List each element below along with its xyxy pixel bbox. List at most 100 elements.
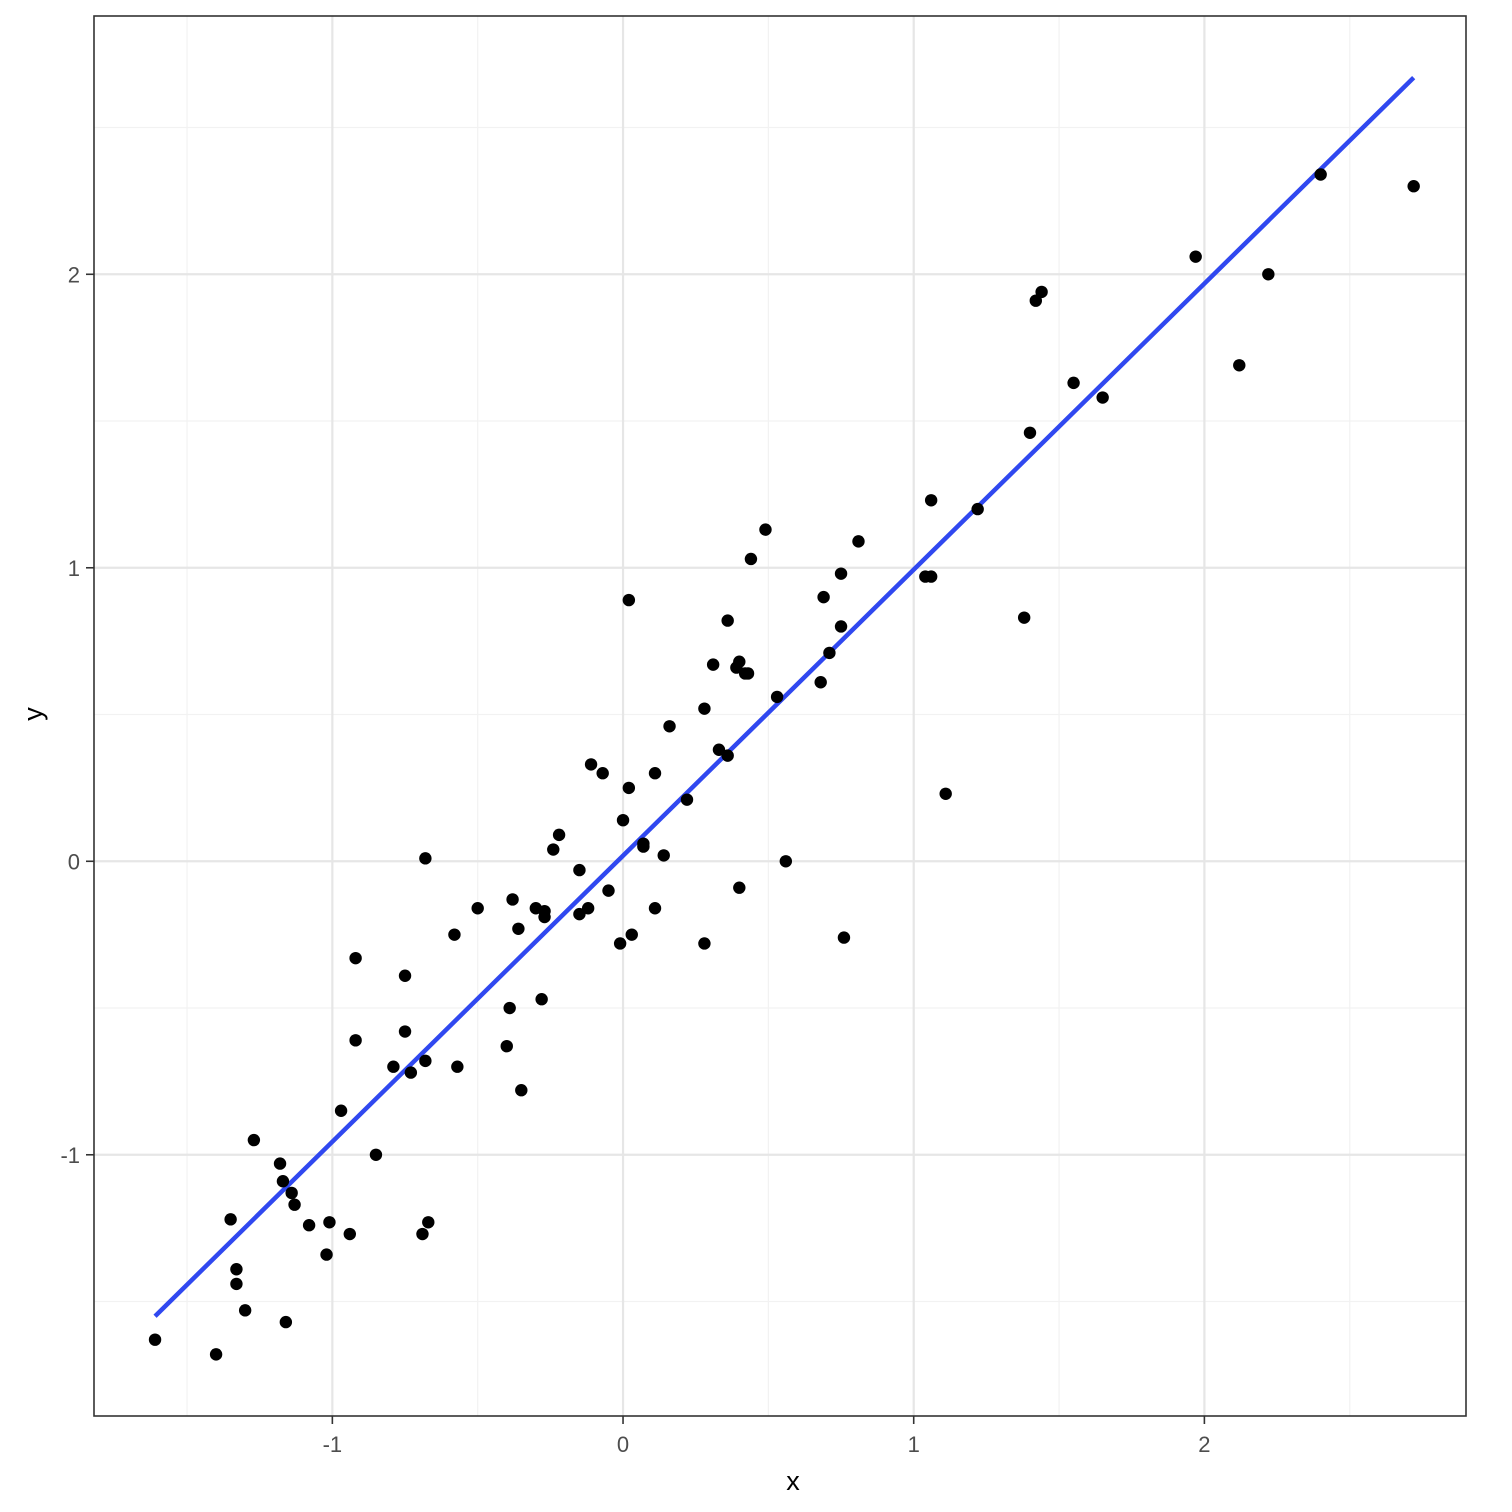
y-tick-label: 1	[68, 556, 80, 581]
data-point	[209, 1348, 223, 1361]
data-point	[279, 1315, 293, 1329]
data-point	[924, 494, 938, 507]
data-point	[535, 993, 548, 1006]
data-point	[1407, 180, 1420, 193]
data-point	[320, 1248, 333, 1261]
data-point	[712, 743, 726, 756]
data-point	[721, 614, 734, 627]
data-point	[451, 1060, 464, 1073]
data-point	[924, 570, 938, 583]
panel-border	[93, 15, 1467, 1417]
data-point	[422, 1216, 435, 1229]
data-point	[581, 902, 595, 915]
y-tick-label: 0	[68, 849, 80, 874]
data-point	[823, 646, 836, 660]
data-point	[971, 502, 984, 516]
data-point	[1262, 268, 1275, 281]
data-point	[741, 667, 755, 680]
data-point	[247, 1133, 261, 1147]
data-point	[349, 951, 362, 965]
data-point	[616, 813, 630, 827]
points-layer	[148, 168, 1420, 1361]
data-point	[648, 767, 662, 780]
data-point	[538, 910, 551, 924]
data-point	[625, 928, 638, 941]
data-point	[602, 884, 615, 897]
data-point	[1029, 294, 1042, 307]
data-point	[547, 843, 560, 856]
y-tick-label: 2	[68, 262, 80, 287]
data-point	[622, 593, 636, 607]
data-point	[288, 1198, 301, 1211]
data-point	[398, 1025, 412, 1038]
data-point	[834, 567, 848, 580]
data-point	[506, 893, 519, 906]
data-point	[343, 1227, 356, 1241]
x-axis-title: x	[786, 1466, 800, 1496]
data-point	[302, 1219, 316, 1232]
data-point	[814, 676, 827, 689]
data-point	[733, 881, 746, 894]
x-tick-label: 2	[1198, 1432, 1210, 1457]
data-point	[503, 1001, 516, 1015]
data-point	[680, 793, 694, 806]
data-point	[817, 590, 830, 604]
x-tick-label: 0	[617, 1432, 629, 1457]
data-point	[285, 1186, 298, 1200]
data-point	[230, 1277, 243, 1291]
data-point	[573, 907, 586, 921]
data-point	[230, 1263, 243, 1276]
data-point	[852, 535, 865, 548]
data-point	[515, 1084, 528, 1097]
data-point	[552, 828, 566, 842]
data-point	[584, 758, 598, 771]
data-point	[1096, 391, 1109, 404]
data-point	[779, 855, 793, 868]
y-axis-ticks: -1 0 1 2	[60, 262, 94, 1168]
data-point	[573, 863, 586, 877]
data-point	[613, 937, 627, 950]
data-point	[939, 787, 952, 800]
data-point	[419, 1054, 432, 1068]
data-point	[622, 781, 636, 795]
data-point	[1017, 611, 1031, 624]
data-point	[759, 523, 772, 536]
data-point	[663, 720, 676, 733]
data-point	[721, 749, 734, 762]
data-point	[387, 1060, 400, 1073]
grid-major	[94, 16, 1466, 1416]
data-point	[706, 658, 720, 671]
data-point	[273, 1157, 287, 1170]
data-point	[334, 1104, 348, 1117]
data-point	[500, 1039, 513, 1053]
data-point	[369, 1148, 383, 1161]
data-point	[148, 1333, 162, 1346]
data-point	[1233, 359, 1246, 372]
data-point	[448, 928, 461, 941]
data-point	[1023, 426, 1037, 439]
data-point	[637, 837, 650, 850]
data-point	[398, 969, 412, 982]
grid-minor	[94, 16, 1466, 1416]
data-point	[837, 931, 851, 944]
data-point	[512, 922, 525, 935]
data-point	[349, 1034, 362, 1047]
y-axis-title: y	[18, 707, 48, 721]
data-point	[238, 1304, 252, 1317]
data-point	[834, 620, 848, 633]
x-axis-ticks: -1 0 1 2	[323, 1416, 1211, 1457]
data-point	[471, 902, 484, 915]
data-point	[1314, 168, 1327, 181]
x-tick-label: -1	[323, 1432, 343, 1457]
data-point	[419, 852, 432, 865]
data-point	[416, 1227, 429, 1241]
data-point	[276, 1174, 290, 1188]
data-point	[404, 1066, 418, 1079]
fit-line	[153, 76, 1416, 1318]
data-point	[596, 767, 609, 780]
data-point	[698, 702, 711, 715]
data-point	[770, 690, 784, 704]
data-point	[1035, 285, 1048, 299]
